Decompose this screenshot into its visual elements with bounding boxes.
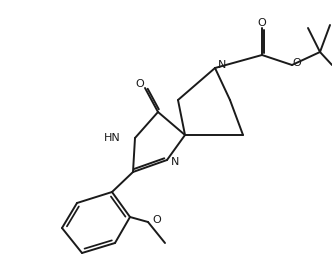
Text: N: N bbox=[171, 157, 179, 167]
Text: O: O bbox=[292, 58, 301, 68]
Text: O: O bbox=[258, 18, 266, 28]
Text: O: O bbox=[153, 215, 161, 225]
Text: N: N bbox=[218, 60, 226, 70]
Text: HN: HN bbox=[104, 133, 121, 143]
Text: O: O bbox=[136, 79, 144, 89]
